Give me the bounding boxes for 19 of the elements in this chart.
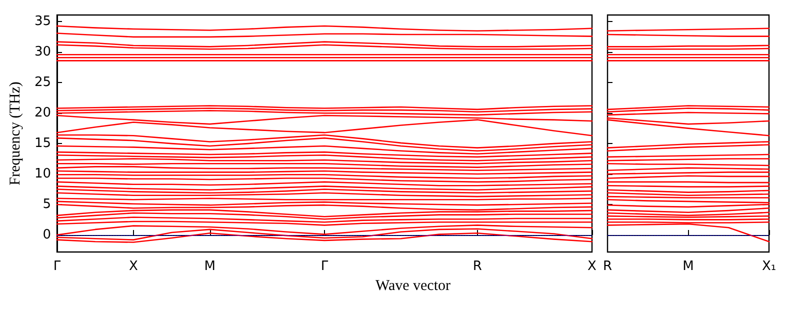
y-tick-label: 25 — [34, 75, 51, 90]
x-tick-label: R — [602, 259, 612, 274]
x-tick-label: X₁ — [762, 259, 776, 274]
x-axis-title: Wave vector — [374, 278, 452, 295]
x-tick-label: Γ — [53, 259, 62, 274]
x-tick-label: M — [682, 259, 694, 274]
x-tick-label: R — [472, 259, 482, 274]
x-tick-label: X — [128, 259, 138, 274]
x-tick-label: M — [204, 259, 216, 274]
y-tick-label: 15 — [34, 136, 51, 152]
y-tick-label: 35 — [34, 14, 51, 30]
x-tick-label: X — [588, 259, 597, 274]
y-tick-label: 10 — [34, 166, 51, 182]
y-tick-label: 20 — [34, 106, 51, 121]
y-axis-title: Frequency (THz) — [8, 82, 24, 186]
y-tick-label: 5 — [42, 196, 51, 212]
x-tick-label: Γ — [320, 259, 329, 274]
y-tick-label: 0 — [42, 227, 51, 242]
y-tick-label: 30 — [34, 44, 51, 60]
